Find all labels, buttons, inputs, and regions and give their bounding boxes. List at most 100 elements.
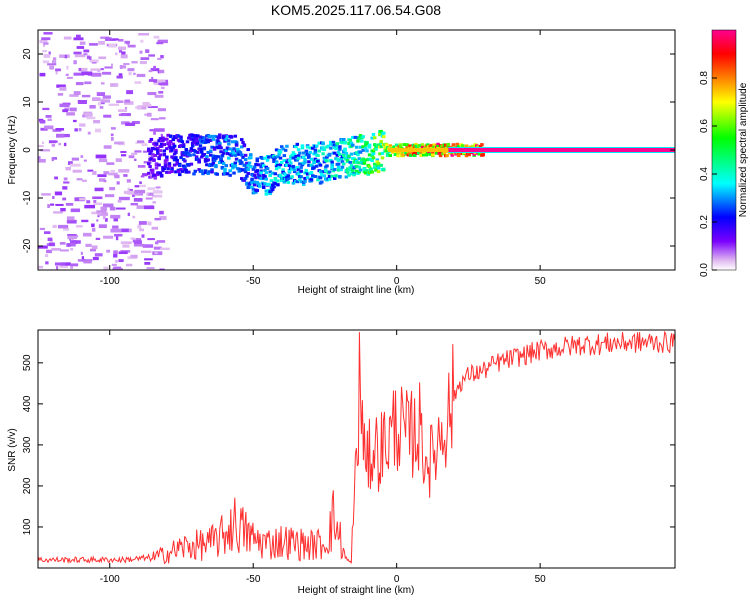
spectrogram-noise-cell (132, 193, 135, 198)
spectrogram-noise-cell (63, 177, 68, 181)
spectrogram-signal-cell (214, 154, 218, 158)
spectrogram-signal-cell (171, 137, 176, 141)
spectrogram-noise-cell (72, 240, 78, 245)
spectrogram-signal-cell (471, 144, 475, 148)
spectrogram-signal-cell (278, 150, 283, 154)
spectrogram-noise-cell (66, 219, 77, 224)
spectrogram-signal-cell (313, 175, 318, 179)
spectrogram-signal-cell (174, 156, 178, 160)
spectrogram-signal-cell (193, 169, 198, 173)
spectrogram-signal-cell (154, 162, 159, 166)
spectrogram-noise-cell (109, 187, 116, 191)
spectrogram-noise-cell (148, 69, 153, 73)
spectrogram-signal-cell (247, 161, 252, 165)
spectrogram-signal-cell (211, 137, 216, 141)
spectrogram-noise-cell (102, 95, 111, 99)
spectrogram-signal-cell (327, 177, 332, 181)
spectrogram-signal-cell (233, 153, 238, 157)
spectrogram-noise-cell (100, 68, 104, 71)
spectrogram-signal-cell (190, 133, 195, 137)
spectrogram-noise-cell (92, 256, 99, 261)
spectrogram-noise-cell (148, 192, 154, 196)
spectrogram-signal-cell (285, 144, 289, 148)
spectrogram-noise-cell (66, 112, 75, 116)
spectrogram-signal-cell (379, 163, 383, 167)
spectrogram-noise-cell (55, 203, 64, 206)
spectrogram-signal-cell (285, 163, 289, 167)
spectrogram-noise-cell (142, 104, 152, 107)
spectrogram-signal-cell (393, 153, 398, 157)
spectrogram-signal-cell (372, 143, 377, 147)
spectrogram-signal-cell (276, 163, 280, 167)
spectrogram-signal-cell (344, 151, 349, 155)
spectrogram-signal-cell (367, 165, 372, 169)
spectrogram-signal-cell (301, 182, 306, 186)
spectrogram-signal-cell (322, 174, 327, 178)
spectrogram-signal-cell (240, 161, 244, 165)
spectrogram-noise-cell (39, 72, 46, 77)
spectrogram-noise-cell (81, 71, 93, 76)
spectrogram-noise-cell (76, 178, 83, 181)
spectrogram-signal-cell (322, 148, 327, 152)
spectrogram-signal-cell (221, 151, 226, 155)
spectrogram-signal-cell (150, 171, 155, 175)
spectrogram-noise-cell (80, 155, 84, 158)
spectrogram-signal-cell (180, 140, 185, 144)
spectrogram-noise-cell (125, 263, 133, 267)
spectrogram-signal-cell (153, 173, 157, 177)
spectrogram-signal-cell (438, 154, 443, 158)
spectrogram-noise-cell (152, 201, 156, 204)
spectrogram-signal-cell (276, 183, 280, 187)
snr-x-tick-label: 0 (394, 574, 400, 585)
spectrogram-signal-cell (405, 143, 409, 147)
spectrogram-signal-cell (277, 152, 281, 156)
spectrogram-signal-cell (228, 147, 232, 151)
spectrogram-noise-cell (134, 81, 142, 84)
spectrogram-noise-cell (138, 221, 147, 225)
spectrogram-signal-cell (398, 144, 403, 148)
spectrogram-noise-cell (98, 178, 106, 182)
spectrogram-signal-cell (312, 166, 316, 170)
spectrogram-signal-cell (159, 142, 164, 146)
spectrogram-noise-cell (155, 241, 159, 245)
spectrogram-noise-cell (59, 54, 70, 58)
spectrogram-signal-cell (379, 145, 383, 149)
spectrogram-signal-cell (357, 157, 362, 161)
spectrogram-signal-cell (227, 142, 231, 146)
spectrogram-signal-cell (167, 170, 172, 174)
spectrogram-signal-cell (223, 169, 227, 173)
spectrogram-signal-cell (159, 174, 164, 178)
spectrogram-signal-cell (238, 151, 243, 155)
spectrogram-noise-cell (130, 203, 138, 206)
spectrogram-noise-cell (118, 169, 130, 173)
spectrogram-signal-cell (366, 157, 371, 161)
spectrogram-noise-cell (91, 245, 98, 250)
spectrogram-noise-cell (96, 219, 99, 222)
spectrogram-noise-cell (153, 82, 162, 85)
spectrogram-signal-cell (314, 164, 319, 168)
spectrogram-signal-cell (254, 162, 258, 166)
spectrogram-noise-cell (103, 171, 110, 175)
spectrogram-signal-cell (358, 150, 363, 154)
spectrogram-noise-cell (39, 120, 46, 124)
spectrogram-signal-cell (326, 144, 331, 148)
snr-y-tick-label: 400 (22, 395, 33, 412)
spectrogram-noise-cell (74, 54, 86, 58)
spectrogram-signal-cell (357, 165, 362, 169)
spectrogram-noise-cell (51, 60, 57, 64)
spectrogram-noise-cell (126, 179, 131, 183)
spectrogram-signal-cell (375, 158, 380, 162)
spectrogram-noise-cell (118, 196, 130, 201)
spectrogram-noise-cell (52, 57, 57, 61)
spectrogram-signal-cell (321, 142, 325, 146)
spectrogram-noise-cell (108, 172, 118, 176)
spectrogram-signal-cell (420, 143, 425, 147)
spectrogram-signal-cell (265, 167, 270, 171)
spectrogram-signal-cell (212, 147, 217, 151)
spectrogram-signal-cell (301, 155, 306, 159)
spectrogram-noise-cell (89, 105, 96, 109)
spectrogram-signal-cell (259, 171, 263, 175)
spectrogram-noise-cell (45, 115, 52, 118)
spectrogram-signal-cell (431, 153, 435, 157)
spectrogram-noise-cell (142, 173, 148, 177)
